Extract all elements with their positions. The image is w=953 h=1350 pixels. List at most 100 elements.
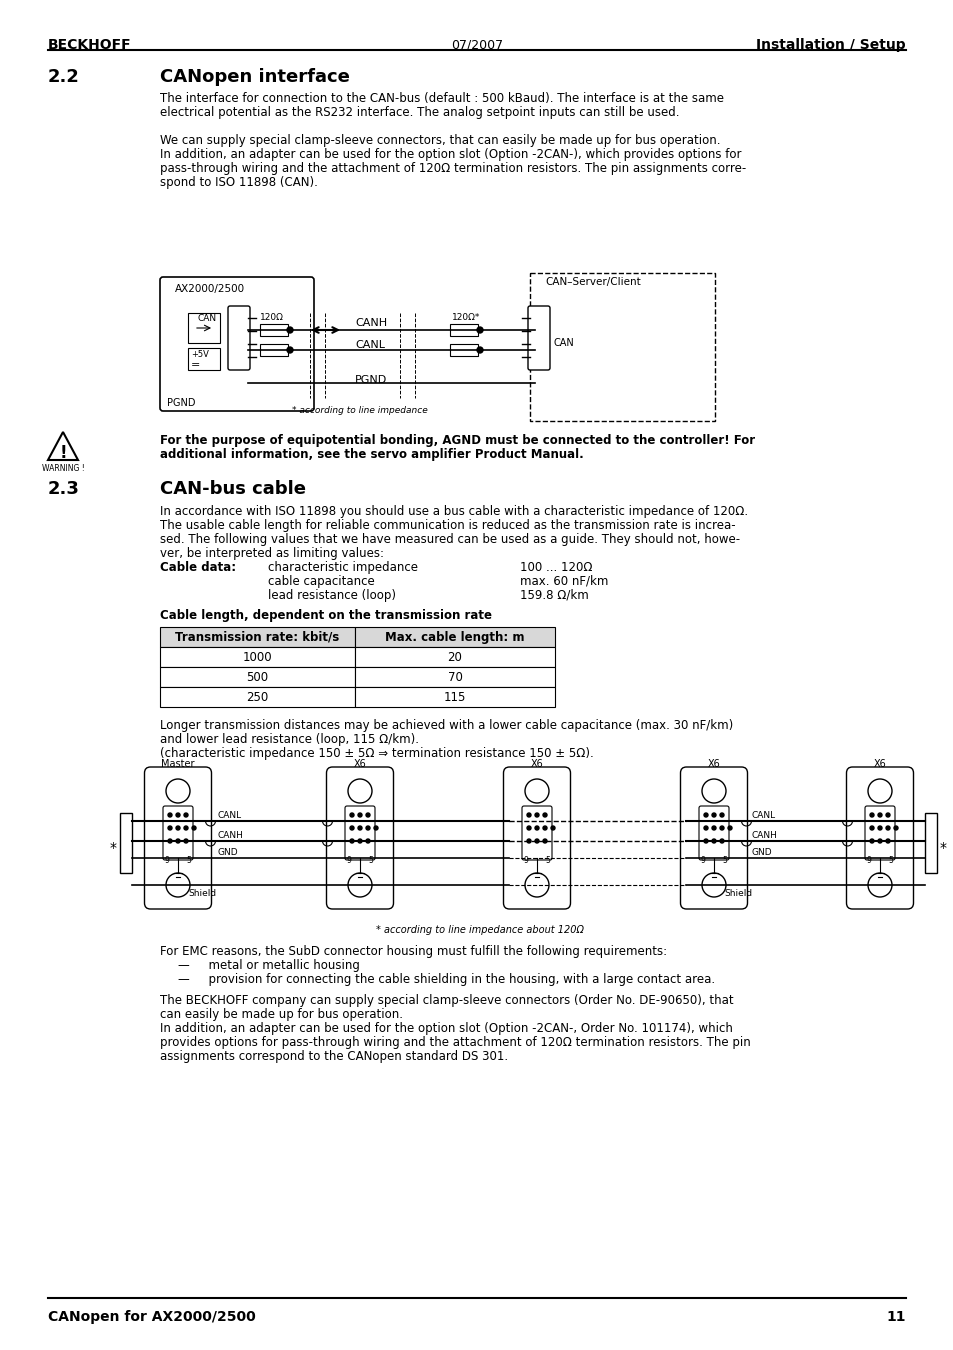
Text: electrical potential as the RS232 interface. The analog setpoint inputs can stil: electrical potential as the RS232 interf… [160, 107, 679, 119]
Text: * according to line impedance about 120Ω: * according to line impedance about 120Ω [375, 925, 583, 936]
Text: *: * [939, 841, 945, 855]
Circle shape [885, 813, 889, 817]
Text: (characteristic impedance 150 ± 5Ω ⇒ termination resistance 150 ± 5Ω).: (characteristic impedance 150 ± 5Ω ⇒ ter… [160, 747, 593, 760]
Circle shape [476, 347, 482, 352]
Polygon shape [48, 432, 78, 460]
Circle shape [877, 813, 882, 817]
Text: 9: 9 [165, 856, 170, 865]
Circle shape [551, 826, 555, 830]
Text: GND: GND [751, 848, 771, 857]
FancyBboxPatch shape [144, 767, 212, 909]
Circle shape [166, 779, 190, 803]
Circle shape [350, 838, 354, 842]
FancyBboxPatch shape [503, 767, 570, 909]
Circle shape [350, 813, 354, 817]
Text: 07/2007: 07/2007 [451, 38, 502, 51]
Text: CANH: CANH [355, 319, 387, 328]
Bar [530, 273, 714, 421]
Text: 5: 5 [721, 856, 726, 865]
Text: The BECKHOFF company can supply special clamp-sleeve connectors (Order No. DE-90: The BECKHOFF company can supply special … [160, 994, 733, 1007]
Circle shape [168, 838, 172, 842]
Circle shape [535, 813, 538, 817]
Circle shape [526, 826, 531, 830]
Text: PGND: PGND [167, 398, 195, 408]
Circle shape [867, 873, 891, 896]
Text: 11: 11 [885, 1310, 905, 1324]
Circle shape [701, 873, 725, 896]
Text: provides options for pass-through wiring and the attachment of 120Ω termination : provides options for pass-through wiring… [160, 1035, 750, 1049]
FancyBboxPatch shape [521, 806, 552, 860]
Text: 2.3: 2.3 [48, 481, 80, 498]
Text: Cable length, dependent on the transmission rate: Cable length, dependent on the transmiss… [160, 609, 492, 622]
Circle shape [357, 838, 361, 842]
Text: Shield: Shield [723, 890, 751, 898]
Text: and lower lead resistance (loop, 115 Ω/km).: and lower lead resistance (loop, 115 Ω/k… [160, 733, 418, 747]
Text: CANopen interface: CANopen interface [160, 68, 350, 86]
Text: *: * [110, 841, 116, 855]
Circle shape [348, 779, 372, 803]
Circle shape [720, 813, 723, 817]
Circle shape [287, 327, 293, 333]
Text: * according to line impedance: * according to line impedance [292, 406, 427, 414]
Circle shape [877, 826, 882, 830]
Text: Master: Master [161, 759, 194, 769]
Text: 500: 500 [246, 671, 269, 684]
Text: CAN–Server/Client: CAN–Server/Client [544, 277, 640, 288]
Bar [924, 813, 937, 873]
Text: In addition, an adapter can be used for the option slot (Option -2CAN-, Order No: In addition, an adapter can be used for … [160, 1022, 732, 1035]
Text: —     metal or metallic housing: — metal or metallic housing [178, 958, 359, 972]
Circle shape [893, 826, 897, 830]
FancyBboxPatch shape [699, 806, 728, 860]
Text: We can supply special clamp-sleeve connectors, that can easily be made up for bu: We can supply special clamp-sleeve conne… [160, 134, 720, 147]
Circle shape [350, 826, 354, 830]
Text: 250: 250 [246, 691, 269, 703]
Bar [260, 344, 288, 356]
Text: +5V: +5V [191, 350, 209, 359]
FancyBboxPatch shape [326, 767, 393, 909]
Bar [355, 687, 555, 707]
Circle shape [374, 826, 377, 830]
Text: CAN: CAN [554, 338, 574, 348]
Text: 70: 70 [447, 671, 462, 684]
Text: 5: 5 [887, 856, 892, 865]
Circle shape [711, 838, 716, 842]
Text: lead resistance (loop): lead resistance (loop) [268, 589, 395, 602]
Text: CAN-bus cable: CAN-bus cable [160, 481, 306, 498]
Bar [450, 344, 477, 356]
FancyBboxPatch shape [228, 306, 250, 370]
Text: pass-through wiring and the attachment of 120Ω termination resistors. The pin as: pass-through wiring and the attachment o… [160, 162, 745, 176]
Text: 9: 9 [700, 856, 705, 865]
Circle shape [867, 779, 891, 803]
Text: 20: 20 [447, 651, 462, 664]
Circle shape [184, 838, 188, 842]
Circle shape [192, 826, 195, 830]
Text: X6: X6 [354, 759, 366, 769]
Circle shape [366, 826, 370, 830]
Circle shape [869, 813, 873, 817]
Text: CANH: CANH [217, 832, 243, 840]
Circle shape [869, 826, 873, 830]
Text: CAN: CAN [198, 315, 217, 323]
Text: CANL: CANL [751, 811, 775, 819]
Bar [188, 313, 220, 343]
Circle shape [524, 873, 548, 896]
Text: Shield: Shield [188, 890, 216, 898]
Text: Max. cable length: m: Max. cable length: m [385, 630, 524, 644]
Circle shape [703, 826, 707, 830]
Text: 9: 9 [523, 856, 528, 865]
Circle shape [366, 838, 370, 842]
Text: AX2000/2500: AX2000/2500 [174, 284, 245, 294]
Text: =: = [191, 360, 200, 370]
Text: X6: X6 [873, 759, 885, 769]
Text: 2.2: 2.2 [48, 68, 80, 86]
Bar [188, 348, 220, 370]
Text: 100 ... 120Ω: 100 ... 120Ω [519, 562, 592, 574]
Circle shape [476, 327, 482, 333]
Text: Cable data:: Cable data: [160, 562, 236, 574]
Text: The interface for connection to the CAN-bus (default : 500 kBaud). The interface: The interface for connection to the CAN-… [160, 92, 723, 105]
Text: CANopen for AX2000/2500: CANopen for AX2000/2500 [48, 1310, 255, 1324]
FancyBboxPatch shape [345, 806, 375, 860]
Text: For EMC reasons, the SubD connector housing must fulfill the following requireme: For EMC reasons, the SubD connector hous… [160, 945, 666, 958]
Circle shape [535, 826, 538, 830]
Circle shape [869, 838, 873, 842]
